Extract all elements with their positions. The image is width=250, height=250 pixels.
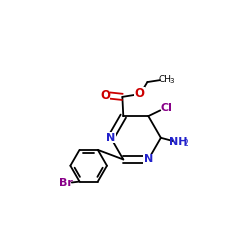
Text: CH: CH [159, 75, 172, 84]
Text: NH: NH [169, 137, 188, 147]
Text: Cl: Cl [160, 103, 172, 113]
Text: 2: 2 [184, 140, 188, 148]
Text: N: N [106, 133, 116, 143]
Text: N: N [144, 154, 153, 164]
Text: 3: 3 [169, 78, 173, 84]
Text: O: O [134, 87, 144, 100]
Text: Br: Br [58, 178, 72, 188]
Text: O: O [100, 89, 110, 102]
